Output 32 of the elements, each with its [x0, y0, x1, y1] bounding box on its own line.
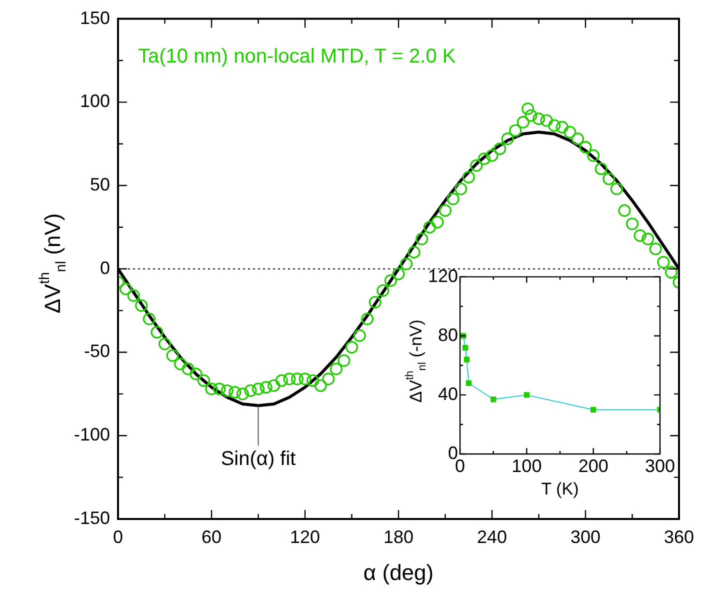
y-tick-label: 50: [90, 174, 110, 194]
annotation: Ta(10 nm) non-local MTD, T = 2.0 K: [138, 45, 456, 68]
x-tick-label: 120: [290, 526, 320, 547]
x-tick-label: 300: [570, 526, 601, 547]
x-tick-label: 240: [476, 526, 508, 547]
x-tick-label: 360: [664, 526, 694, 547]
point: [462, 344, 468, 351]
point: [466, 380, 472, 386]
y-axis-title: ΔVthnl (-nV): [404, 320, 429, 403]
x-axis-title: α (deg): [363, 560, 434, 585]
x-tick-label: 180: [383, 526, 414, 547]
y-tick-label: 100: [80, 91, 110, 112]
x-tick-label: 60: [202, 526, 222, 547]
x-tick-label: 100: [512, 456, 542, 476]
y-tick-label: -100: [74, 424, 110, 445]
y-tick-label: 120: [428, 266, 458, 286]
x-axis-title: T (K): [541, 479, 579, 498]
y-tick-label: 0: [100, 258, 110, 278]
y-tick-label: 40: [438, 384, 458, 404]
y-tick-label: -150: [74, 508, 110, 528]
x-tick-label: 200: [578, 456, 608, 476]
point: [524, 392, 530, 398]
point: [490, 396, 496, 402]
x-tick-label: 300: [644, 456, 676, 476]
annotation: Sin(α) fit: [220, 448, 296, 470]
y-axis-title: ΔVthnl (nV): [37, 213, 70, 314]
x-tick-label: 0: [113, 526, 124, 547]
y-tick-label: 80: [438, 324, 458, 345]
y-tick-label: 150: [80, 8, 110, 28]
point: [464, 356, 470, 362]
y-tick-label: -50: [84, 341, 110, 362]
point: [590, 406, 596, 413]
